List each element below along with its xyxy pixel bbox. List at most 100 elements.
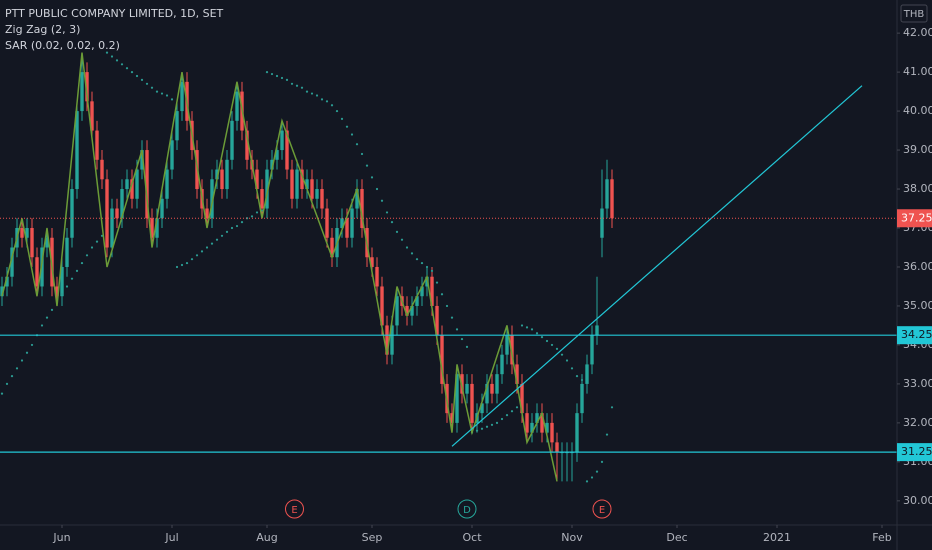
candle-body [425, 276, 429, 287]
candle-body [420, 286, 424, 297]
candle-body [490, 383, 494, 394]
currency-box [900, 4, 928, 23]
sar-dot [180, 263, 184, 267]
currency: THB [903, 9, 925, 20]
candle-body [580, 383, 584, 414]
candle-body [500, 354, 504, 375]
sar-dot [5, 382, 9, 386]
sar-dot [65, 285, 69, 288]
sar-dot [460, 337, 464, 341]
candle-body [575, 413, 579, 453]
candle-body [225, 159, 229, 190]
candle-body [325, 208, 329, 238]
candle-body [215, 169, 219, 180]
sar-dot [505, 413, 509, 417]
candle-body [595, 325, 599, 336]
candle-body [245, 130, 249, 160]
candle-body [385, 325, 389, 355]
sar-dot [285, 78, 289, 81]
candle-body [95, 130, 99, 160]
sar-dot [360, 152, 364, 156]
candle-body [585, 364, 589, 384]
candle-body [315, 189, 319, 199]
candle-body [0, 286, 4, 297]
candle-body [110, 208, 114, 248]
candle-body [390, 325, 394, 355]
sar-dot [50, 308, 54, 311]
candle-body [540, 413, 544, 433]
sar-dot [585, 480, 589, 483]
x-tick-label: Aug [256, 531, 277, 544]
sar-dot [45, 316, 49, 319]
sar-dot [515, 406, 519, 409]
zigzag-legend: Zig Zag (2, 3) [5, 23, 80, 36]
sar-dot [165, 94, 169, 97]
trend-line [451, 85, 863, 447]
candle-body [285, 130, 289, 170]
sar-dot [450, 316, 454, 319]
sar-dot [10, 375, 14, 378]
y-tick-label: 32.00 [903, 416, 932, 429]
sar-dot [600, 460, 604, 463]
sar-dot [310, 92, 314, 95]
candle-body [395, 296, 399, 326]
candle-body [105, 179, 109, 248]
candle-body [410, 305, 414, 316]
x-tick-label: Dec [666, 531, 687, 544]
x-tick-label: Jul [164, 531, 178, 544]
sar-dot [345, 125, 349, 128]
last-price-box [897, 209, 932, 228]
zigzag-line [1, 52, 558, 482]
sar-dot [550, 343, 554, 347]
y-tick-label: 35.00 [903, 299, 932, 312]
candle-body [255, 169, 259, 190]
candle-body [480, 403, 484, 414]
candle-body [100, 159, 104, 180]
x-tick-label: Oct [462, 531, 482, 544]
candle-body [505, 335, 509, 355]
sar-dot [195, 254, 199, 257]
sar-dot [545, 339, 549, 343]
candle-body [305, 179, 309, 190]
sar-dot [595, 470, 599, 473]
candle-body [35, 257, 39, 287]
sar-dot [15, 367, 19, 370]
candle-body [495, 374, 499, 394]
sar-dot [455, 328, 459, 331]
y-tick-label: 41.00 [903, 65, 932, 78]
candle-body [265, 169, 269, 209]
candle-body [160, 198, 164, 219]
sar-legend: SAR (0.02, 0.02, 0.2) [5, 39, 120, 52]
candle-body [70, 189, 74, 238]
candle-body [125, 179, 129, 190]
sar-dot [555, 347, 559, 350]
sar-dot [40, 324, 44, 327]
sar-dot [510, 410, 514, 413]
candle-body [275, 150, 279, 160]
sar-dot [0, 392, 4, 395]
sar-dot [95, 240, 99, 243]
price-label-box [897, 326, 932, 345]
sar-dot [535, 332, 539, 335]
sar-dot [525, 326, 529, 329]
sar-dot [200, 250, 204, 253]
sar-dot [435, 281, 439, 284]
sar-dot [330, 104, 334, 107]
sar-dot [145, 82, 149, 85]
candle-body [80, 72, 84, 112]
sar-dot [120, 63, 124, 66]
candle-body [45, 237, 49, 248]
event-marker [457, 499, 477, 519]
x-tick-label: 2021 [763, 531, 791, 544]
sar-dot [305, 90, 309, 93]
sar-dot [255, 211, 259, 214]
sar-dot [235, 224, 239, 228]
x-tick-label: Jun [52, 531, 70, 544]
candle-body [375, 266, 379, 287]
sar-dot [385, 211, 389, 214]
sar-dot [155, 90, 159, 93]
sar-dot [380, 199, 384, 202]
sar-dot [205, 246, 209, 249]
